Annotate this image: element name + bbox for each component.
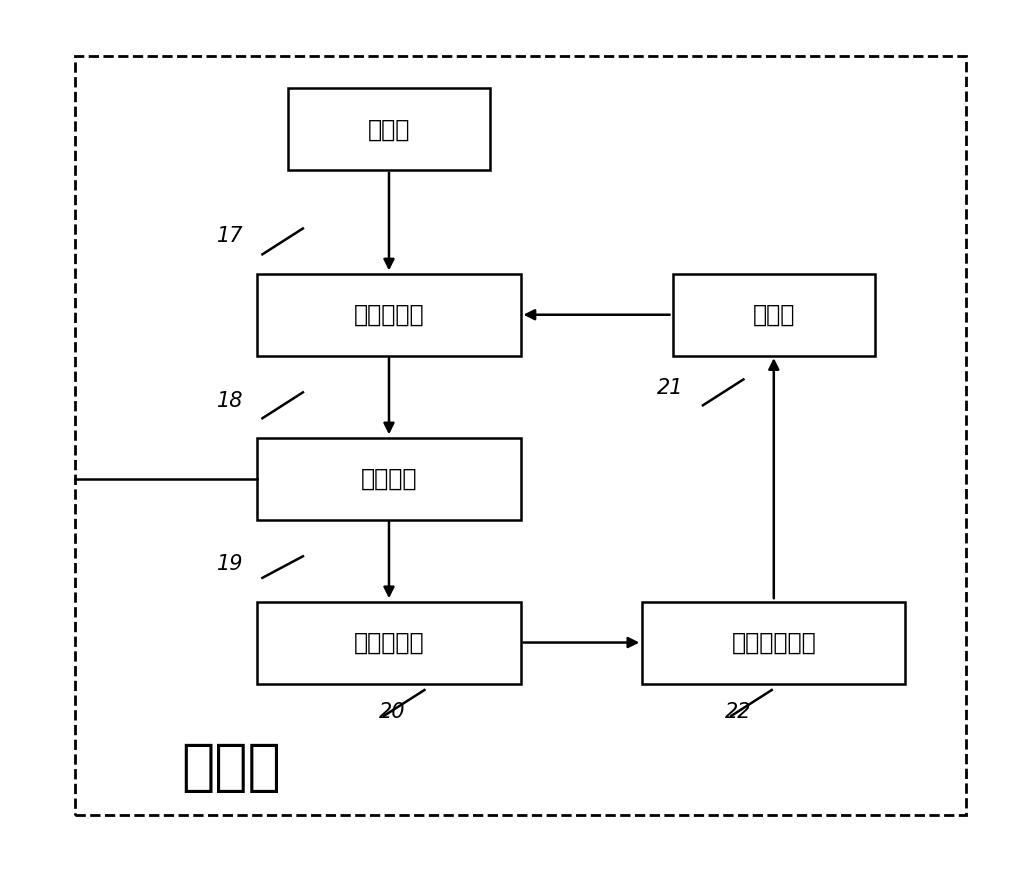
Bar bbox=[642, 602, 906, 684]
Text: 光电探测器: 光电探测器 bbox=[353, 631, 425, 654]
Text: 19: 19 bbox=[216, 554, 243, 573]
Text: 22: 22 bbox=[725, 702, 751, 722]
Bar bbox=[257, 602, 521, 684]
Text: 18: 18 bbox=[216, 391, 243, 411]
Text: 远地端: 远地端 bbox=[182, 740, 281, 794]
Text: 低噪声放大器: 低噪声放大器 bbox=[731, 631, 816, 654]
Bar bbox=[76, 56, 966, 815]
Text: 电光调制器: 电光调制器 bbox=[353, 303, 425, 327]
Text: 分频器: 分频器 bbox=[752, 303, 795, 327]
Bar bbox=[288, 88, 490, 170]
Text: 20: 20 bbox=[379, 702, 405, 722]
Text: 激光器: 激光器 bbox=[368, 118, 410, 141]
Text: 21: 21 bbox=[658, 378, 684, 398]
Bar bbox=[257, 437, 521, 520]
Text: 光环形器: 光环形器 bbox=[360, 467, 418, 490]
Bar bbox=[257, 273, 521, 355]
Text: 17: 17 bbox=[216, 226, 243, 246]
Bar bbox=[673, 273, 875, 355]
